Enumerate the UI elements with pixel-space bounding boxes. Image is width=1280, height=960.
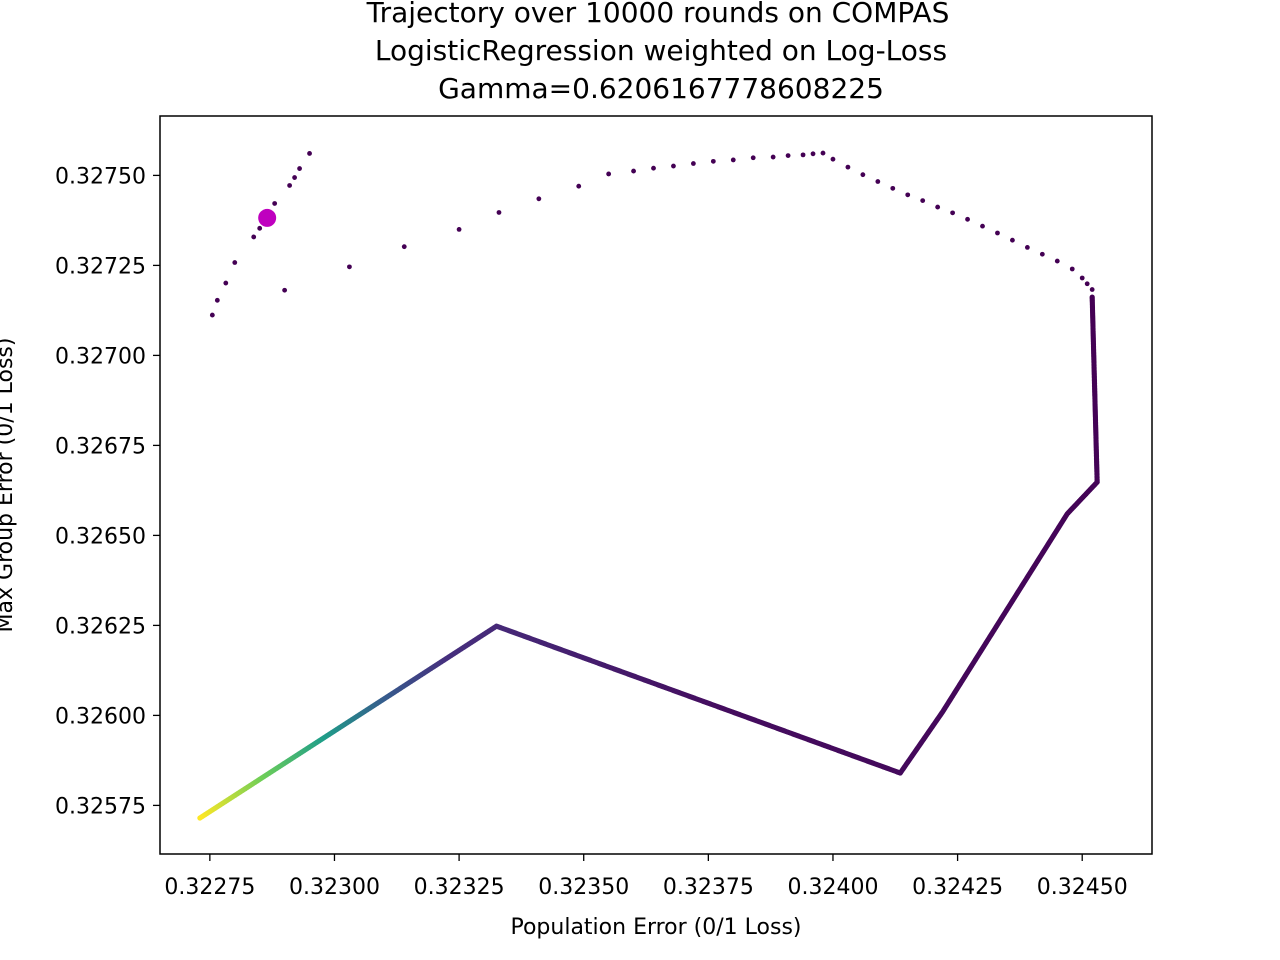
- data-point: [935, 204, 941, 210]
- data-point: [576, 183, 582, 189]
- data-point: [282, 287, 288, 293]
- data-point: [292, 175, 297, 180]
- x-tick-label: 0.32425: [912, 875, 1003, 900]
- data-point: [710, 158, 716, 164]
- data-point: [950, 210, 956, 216]
- y-tick-label: 0.32600: [55, 704, 146, 729]
- data-point: [890, 185, 896, 191]
- x-axis: 0.32275 0.32300 0.32325 0.32350 0.32375 0.324…: [164, 854, 1128, 900]
- data-point: [995, 230, 1000, 236]
- data-point: [651, 165, 656, 171]
- data-point: [980, 223, 985, 229]
- chart-title: Trajectory over 10000 rounds on COMPAS L…: [366, 0, 950, 105]
- data-point: [1079, 275, 1085, 281]
- data-point: [860, 172, 866, 178]
- data-point: [770, 154, 776, 160]
- data-point: [251, 234, 257, 240]
- data-point: [810, 151, 816, 157]
- data-point: [800, 152, 806, 158]
- data-point: [730, 157, 736, 163]
- x-tick-label: 0.32450: [1037, 875, 1128, 900]
- y-tick-label: 0.32700: [55, 344, 146, 369]
- data-point: [1054, 258, 1060, 264]
- data-point: [223, 280, 229, 286]
- data-point: [875, 179, 881, 184]
- data-point: [307, 151, 312, 156]
- x-axis-label: Population Error (0/1 Loss): [510, 915, 801, 940]
- data-point: [272, 201, 278, 206]
- data-point: [257, 225, 263, 231]
- data-point: [1089, 287, 1095, 292]
- data-point: [496, 210, 502, 215]
- data-point: [785, 153, 791, 159]
- data-point: [905, 192, 911, 198]
- data-point: [965, 216, 970, 222]
- data-point: [232, 260, 238, 265]
- plot-data: [197, 150, 1100, 821]
- y-axis: 0.32575 0.32600 0.32625 0.32650 0.32675 0.327…: [55, 164, 160, 819]
- data-point: [209, 312, 215, 318]
- highlight-layer: [258, 208, 277, 227]
- data-point: [1024, 245, 1030, 250]
- y-tick-label: 0.32750: [55, 164, 146, 189]
- data-point: [456, 227, 462, 232]
- chart-title-line-1: Trajectory over 10000 rounds on COMPAS: [366, 0, 950, 29]
- x-tick-label: 0.32275: [164, 875, 255, 900]
- plot-frame: [159, 115, 1153, 855]
- data-point: [606, 171, 612, 177]
- data-point: [297, 166, 302, 171]
- data-point: [671, 163, 676, 169]
- data-point: [1039, 251, 1045, 257]
- data-point: [1069, 266, 1075, 272]
- y-tick-label: 0.32575: [55, 794, 146, 819]
- trajectory-point: [197, 815, 203, 821]
- x-tick-label: 0.32300: [289, 875, 380, 900]
- x-tick-label: 0.32325: [414, 875, 505, 900]
- data-point: [347, 264, 352, 270]
- y-tick-label: 0.32675: [55, 434, 146, 459]
- y-tick-label: 0.32650: [55, 524, 146, 549]
- data-point: [401, 244, 407, 250]
- data-point: [750, 155, 756, 161]
- data-point: [830, 156, 836, 162]
- x-tick-label: 0.32350: [538, 875, 629, 900]
- data-point: [631, 168, 636, 174]
- data-point: [920, 198, 926, 204]
- data-point: [214, 297, 220, 303]
- data-point: [1010, 237, 1015, 243]
- x-tick-label: 0.32375: [663, 875, 754, 900]
- y-tick-label: 0.32625: [55, 614, 146, 639]
- data-point: [287, 183, 293, 188]
- highlight-point: [258, 208, 277, 227]
- chart-title-line-2: LogisticRegression weighted on Log-Loss: [375, 34, 947, 67]
- data-point: [536, 196, 542, 202]
- data-point: [690, 161, 696, 166]
- chart-title-line-3: Gamma=0.6206167778608225: [438, 72, 884, 105]
- data-point: [820, 150, 826, 156]
- data-point: [845, 164, 851, 170]
- y-axis-label: Max Group Error (0/1 Loss): [0, 338, 18, 633]
- x-tick-label: 0.32400: [787, 875, 878, 900]
- y-tick-label: 0.32725: [55, 254, 146, 279]
- data-point: [1084, 281, 1090, 287]
